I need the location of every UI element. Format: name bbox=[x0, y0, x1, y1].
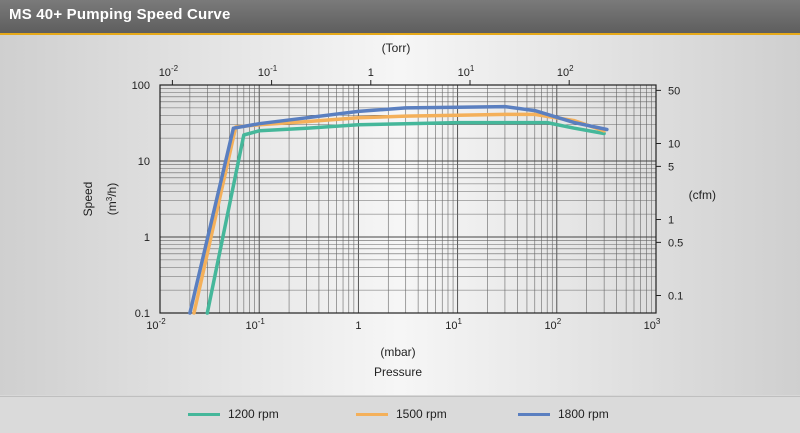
y-tick-label: 10 bbox=[138, 156, 150, 168]
right-tick-label: 0.1 bbox=[668, 291, 683, 303]
legend-label-1200: 1200 rpm bbox=[228, 407, 279, 421]
legend: 1200 rpm 1500 rpm 1800 rpm bbox=[0, 396, 800, 433]
grid bbox=[159, 85, 656, 314]
series-lines bbox=[188, 104, 609, 315]
legend-item-1500: 1500 rpm bbox=[356, 407, 447, 421]
y-unit-pre: (m bbox=[105, 201, 119, 215]
y-unit-sup: 3 bbox=[105, 196, 114, 201]
top-tick-label: 102 bbox=[557, 64, 574, 79]
x-tick-label: 10-2 bbox=[146, 317, 166, 332]
right-tick-label: 0.5 bbox=[668, 237, 683, 249]
top-tick-label: 10-1 bbox=[258, 64, 278, 79]
right-axis-label: (cfm) bbox=[689, 188, 716, 202]
y-unit-post: /h) bbox=[105, 183, 119, 197]
y-tick-label: 100 bbox=[132, 80, 150, 92]
right-tick-label: 10 bbox=[668, 139, 680, 151]
right-tick-label: 50 bbox=[668, 85, 680, 97]
series-line-1200-rpm bbox=[205, 120, 606, 315]
y-tick-label: 1 bbox=[144, 232, 150, 244]
x-axis-label: Pressure bbox=[374, 365, 422, 379]
x-tick-label: 102 bbox=[544, 317, 561, 332]
chart-header: MS 40+ Pumping Speed Curve bbox=[0, 0, 800, 35]
right-tick-label: 1 bbox=[668, 215, 674, 227]
top-tick-label: 10-2 bbox=[159, 64, 179, 79]
x-tick-label: 101 bbox=[445, 317, 462, 332]
legend-label-1500: 1500 rpm bbox=[396, 407, 447, 421]
series-line-1800-rpm bbox=[188, 104, 609, 315]
legend-swatch-1500 bbox=[356, 413, 388, 417]
x-axis-unit: (mbar) bbox=[380, 345, 415, 359]
top-axis-label: (Torr) bbox=[382, 41, 411, 55]
right-tick-label: 5 bbox=[668, 161, 674, 173]
chart-title: MS 40+ Pumping Speed Curve bbox=[9, 6, 231, 23]
top-tick-label: 101 bbox=[458, 64, 475, 79]
legend-label-1800: 1800 rpm bbox=[558, 407, 609, 421]
legend-item-1800: 1800 rpm bbox=[518, 407, 609, 421]
y-tick-label: 0.1 bbox=[135, 308, 150, 320]
x-tick-label: 1 bbox=[355, 320, 361, 332]
x-tick-label: 103 bbox=[644, 317, 661, 332]
series-line-1500-rpm bbox=[192, 112, 606, 315]
legend-swatch-1200 bbox=[188, 413, 220, 417]
y-axis-label: Speed bbox=[81, 182, 95, 217]
top-tick-label: 1 bbox=[368, 67, 374, 79]
y-axis-unit: (m3/h) bbox=[105, 183, 119, 215]
legend-swatch-1800 bbox=[518, 413, 550, 417]
legend-item-1200: 1200 rpm bbox=[188, 407, 279, 421]
x-tick-label: 10-1 bbox=[246, 317, 266, 332]
plot-panel bbox=[0, 35, 800, 395]
plot-frame bbox=[159, 84, 657, 314]
